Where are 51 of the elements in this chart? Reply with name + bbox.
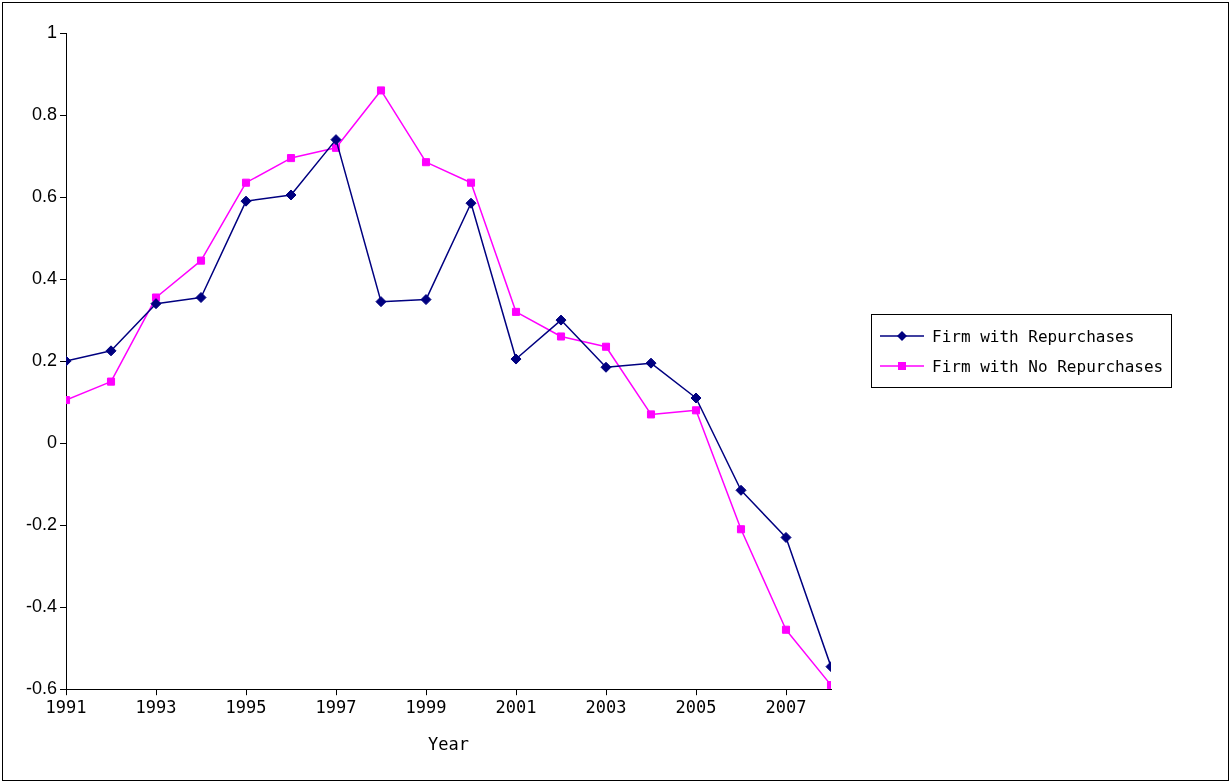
x-tick-label: 2001 [495,696,537,717]
x-tick-label: 1991 [45,696,87,717]
point [240,195,252,207]
point [376,86,386,95]
point [556,332,566,341]
x-axis-title: Year [428,734,469,755]
point [780,531,792,543]
legend-label: Firm with Repurchases [932,326,1135,346]
point [196,256,206,265]
x-tick-label: 2005 [675,696,717,717]
x-tick-label: 1993 [135,696,177,717]
point [375,296,387,308]
point [736,525,746,534]
y-tick-label: 0.6 [31,186,58,207]
x-tick-label: 2003 [585,696,627,717]
point [510,353,522,365]
point [511,307,521,316]
point [601,342,611,351]
x-tick-label: 1999 [405,696,447,717]
point [421,158,431,167]
point [781,625,791,634]
point [106,377,116,386]
point [420,294,432,306]
point [645,357,657,369]
y-tick-label: -0.2 [25,514,58,535]
point [330,134,342,146]
point [690,392,702,404]
x-tick-label: 2007 [765,696,807,717]
y-tick-label: 0.4 [31,268,58,289]
point [150,298,162,310]
point [600,361,612,373]
point [241,178,251,187]
point [285,189,297,201]
x-tick-label: 1995 [225,696,267,717]
y-tick-label: 1 [47,21,58,42]
y-tick-label: 0.8 [31,103,58,124]
point [195,292,207,304]
x-tick-label: 1997 [315,696,357,717]
point [555,314,567,326]
point [466,178,476,187]
point [286,154,296,163]
point [691,406,701,415]
point [465,197,477,209]
y-tick-label: -0.6 [25,678,58,699]
y-tick-label: -0.4 [25,596,58,617]
legend-label: Firm with No Repurchases [932,356,1164,376]
point [105,345,117,357]
y-tick-label: 0 [47,432,58,453]
point [735,484,747,496]
point [646,410,656,419]
y-tick-label: 0.2 [31,350,58,371]
